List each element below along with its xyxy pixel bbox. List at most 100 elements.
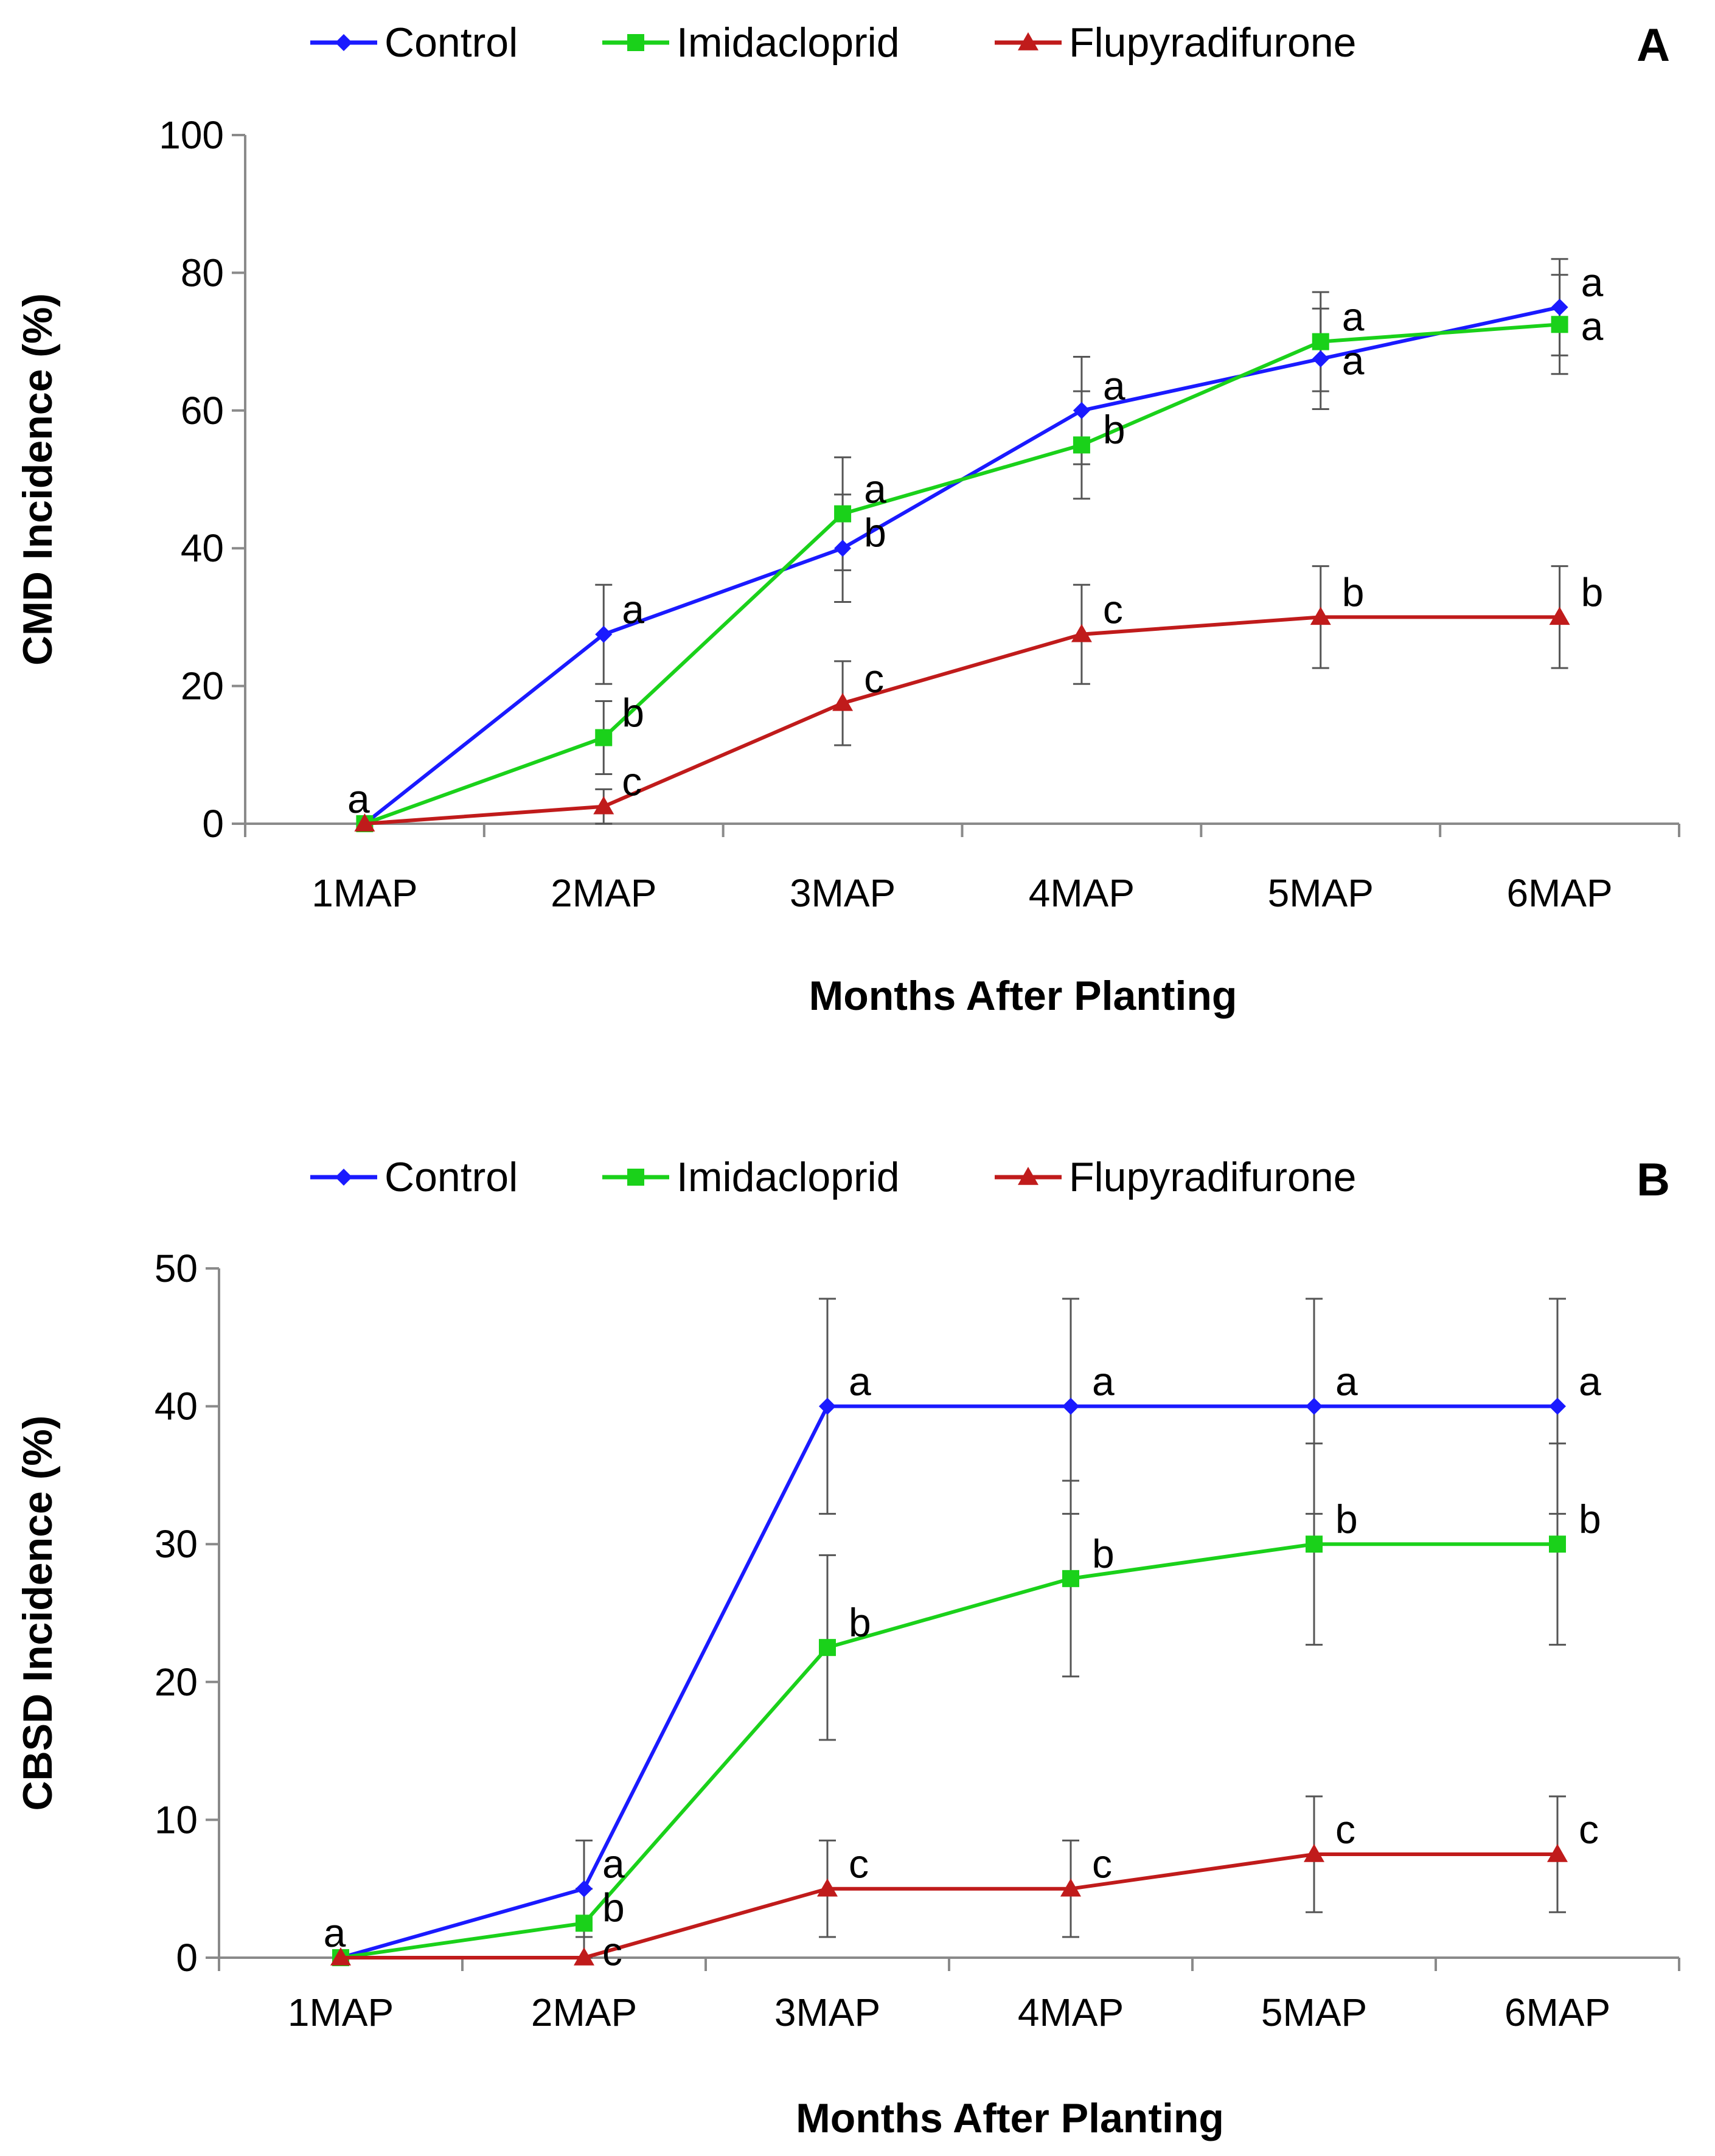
data-point-flupyradifurone: [1549, 607, 1570, 625]
significance-label: c: [849, 1841, 869, 1887]
data-point-control: [1551, 299, 1568, 316]
data-point-imidacloprid: [1312, 333, 1329, 350]
series-line-control: [363, 305, 1560, 826]
x-tick-label: 6MAP: [1505, 1991, 1610, 2034]
y-tick-label: 60: [181, 389, 224, 433]
chart-panel-a: Control Imidacloprid Flupyradifurone A 0 20 40…: [15, 19, 1680, 1019]
significance-label: c: [1579, 1807, 1599, 1852]
y-tick-label: 20: [181, 664, 224, 708]
y-tick-label: 50: [155, 1247, 198, 1290]
significance-label: b: [1103, 407, 1125, 452]
series-line-flupyradifurone: [364, 615, 1560, 826]
y-tick-label: 0: [176, 1936, 198, 1980]
y-tick-label: 40: [155, 1385, 198, 1428]
legend-marker-control: [335, 1169, 352, 1186]
legend-label-flupyradifurone: Flupyradifurone: [1069, 1154, 1356, 1200]
data-point-control: [1549, 1397, 1566, 1415]
series-line-flupyradifurone: [341, 1852, 1557, 1960]
legend-marker-imidacloprid: [627, 34, 644, 51]
series-line-imidacloprid: [364, 322, 1560, 826]
x-tick-label: 5MAP: [1261, 1991, 1367, 2034]
data-point-imidacloprid: [1062, 1570, 1079, 1587]
significance-label: b: [602, 1885, 625, 1930]
significance-label: b: [1342, 569, 1365, 614]
significance-label: a: [1335, 1359, 1358, 1404]
data-point-control: [595, 625, 613, 643]
significance-label: c: [602, 1929, 622, 1974]
data-point-imidacloprid: [1551, 316, 1568, 333]
significance-label: a: [347, 776, 370, 821]
data-point-flupyradifurone: [354, 813, 375, 832]
data-point-flupyradifurone: [574, 1947, 594, 1966]
x-tick-label: 4MAP: [1018, 1991, 1124, 2034]
y-tick-label: 10: [155, 1798, 198, 1841]
panel-letter: A: [1637, 19, 1670, 71]
significance-label: b: [849, 1600, 871, 1645]
data-point-flupyradifurone: [593, 796, 614, 815]
y-axis-title: CMD Incidence (%): [15, 293, 61, 666]
legend-label-control: Control: [384, 19, 518, 66]
significance-label: a: [602, 1841, 625, 1887]
significance-label: a: [864, 467, 886, 512]
legend-marker-control: [335, 34, 352, 51]
legend-marker-imidacloprid: [627, 1169, 644, 1186]
data-point-flupyradifurone: [1310, 607, 1331, 625]
data-point-control: [834, 540, 852, 557]
y-axis-title: CBSD Incidence (%): [15, 1416, 61, 1811]
legend-label-control: Control: [384, 1154, 518, 1200]
data-point-imidacloprid: [834, 505, 852, 523]
significance-label: b: [1579, 1497, 1601, 1542]
x-tick-label: 3MAP: [774, 1991, 880, 2034]
x-tick-label: 1MAP: [288, 1991, 394, 2034]
x-tick-label: 6MAP: [1506, 871, 1612, 915]
data-point-imidacloprid: [1073, 436, 1090, 454]
data-point-control: [1062, 1397, 1079, 1415]
significance-label: a: [1103, 363, 1125, 408]
x-axis-title: Months After Planting: [796, 2095, 1224, 2141]
y-tick-label: 0: [202, 802, 224, 846]
data-point-flupyradifurone: [330, 1947, 351, 1966]
data-point-flupyradifurone: [832, 692, 854, 711]
significance-label: a: [622, 587, 644, 632]
significance-label: a: [1581, 260, 1604, 305]
significance-label: b: [1581, 569, 1604, 614]
x-tick-label: 4MAP: [1029, 871, 1135, 915]
panel-letter: B: [1637, 1154, 1670, 1206]
significance-label: a: [324, 1910, 346, 1955]
significance-label: a: [1579, 1359, 1601, 1404]
x-tick-label: 1MAP: [311, 871, 417, 915]
significance-label: b: [1335, 1497, 1358, 1542]
data-point-flupyradifurone: [1547, 1844, 1568, 1862]
y-tick-label: 40: [181, 526, 224, 570]
significance-label: c: [864, 656, 884, 701]
data-point-imidacloprid: [595, 729, 613, 746]
x-axis-title: Months After Planting: [809, 973, 1237, 1019]
significance-label: a: [1342, 294, 1365, 339]
x-tick-label: 2MAP: [531, 1991, 637, 2034]
significance-label: c: [1335, 1807, 1355, 1852]
x-tick-label: 5MAP: [1268, 871, 1374, 915]
y-tick-label: 80: [181, 251, 224, 294]
legend-label-imidacloprid: Imidacloprid: [677, 1154, 900, 1200]
data-point-control: [1312, 350, 1329, 367]
legend-label-flupyradifurone: Flupyradifurone: [1069, 19, 1356, 66]
data-point-imidacloprid: [819, 1639, 836, 1657]
chart-panel-b: Control Imidacloprid Flupyradifurone B 0 10 20…: [15, 1154, 1680, 2141]
significance-label: a: [1581, 304, 1604, 349]
data-point-control: [1073, 402, 1090, 419]
significance-label: c: [622, 759, 642, 804]
significance-label: b: [1092, 1531, 1115, 1576]
x-tick-label: 3MAP: [790, 871, 896, 915]
legend-marker-flupyradifurone: [1018, 32, 1038, 50]
data-point-imidacloprid: [1306, 1535, 1323, 1553]
x-tick-label: 2MAP: [551, 871, 656, 915]
significance-label: b: [622, 690, 644, 735]
data-point-imidacloprid: [1549, 1535, 1566, 1553]
data-point-control: [819, 1397, 836, 1415]
y-tick-label: 100: [159, 113, 224, 157]
data-point-control: [1306, 1397, 1323, 1415]
significance-label: a: [1342, 338, 1365, 383]
legend-marker-flupyradifurone: [1018, 1167, 1038, 1185]
series-line-control: [340, 1404, 1557, 1960]
